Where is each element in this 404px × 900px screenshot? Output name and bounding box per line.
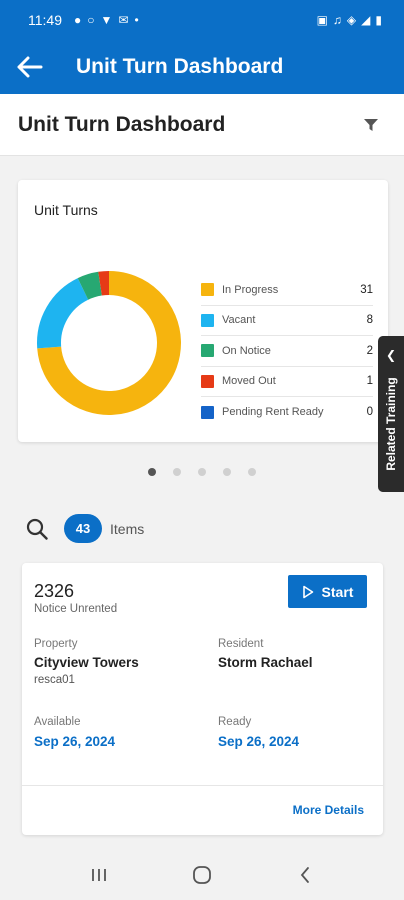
donut-slice-moved-out [98,271,110,296]
nfc-icon: ▣ [316,13,328,27]
legend-label: In Progress [222,283,279,296]
status-bar: 11:49 ● ○ ▼ ✉ • ▣ ♫ ◈ ◢ ▮ [0,0,404,40]
property-label: Property [34,638,78,650]
available-label: Available [34,716,81,728]
home-button[interactable] [182,855,222,895]
legend-swatch [201,374,214,388]
related-training-tab[interactable]: ❮ Related Training [378,336,404,492]
ready-date: Sep 26, 2024 [218,734,300,749]
notification-icon: ○ [87,13,95,27]
legend-value: 1 [366,375,373,388]
pager-dot[interactable] [248,468,256,476]
property-code: resca01 [34,674,75,686]
unit-turns-chart-card[interactable]: Unit Turns In Progress 31 Vacant 8 On Notice… [18,180,388,442]
system-icons: ▣ ♫ ◈ ◢ ▮ [317,13,382,27]
legend-row-moved-out: Moved Out 1 [201,367,373,397]
related-training-label: Related Training [384,377,398,471]
status-time: 11:49 [28,12,62,28]
app-title: Unit Turn Dashboard [76,55,284,78]
pager-dot[interactable] [198,468,206,476]
legend-label: Vacant [222,314,256,327]
chevron-left-icon: ❮ [385,348,397,362]
signal-icon: ◢ [361,13,371,27]
legend-swatch [201,344,214,358]
page-header: Unit Turn Dashboard [0,94,404,156]
chart-title: Unit Turns [34,202,98,218]
legend-value: 2 [366,344,373,357]
property-value: Cityview Towers [34,655,139,670]
card-divider [22,785,383,786]
notification-icon: ▼ [100,13,113,27]
resident-value: Storm Rachael [218,655,313,670]
search-icon [26,518,48,540]
legend-swatch [201,283,214,297]
legend-value: 31 [360,283,373,296]
available-date: Sep 26, 2024 [34,734,116,749]
legend-swatch [201,405,214,419]
filter-button[interactable] [356,110,386,140]
legend-row-on-notice: On Notice 2 [201,336,373,367]
more-notifications-icon: • [134,13,139,27]
legend-label: Pending Rent Ready [222,406,324,419]
legend-label: On Notice [222,344,271,357]
wifi-icon: ◈ [346,13,357,27]
play-icon [302,585,313,598]
chevron-left-icon [300,867,309,883]
back-button[interactable] [0,40,60,94]
legend-value: 0 [366,406,373,419]
more-details-link[interactable]: More Details [292,803,364,817]
start-button-label: Start [321,583,354,600]
donut-slice-on-notice [77,271,103,300]
ready-label: Ready [218,716,252,728]
home-icon [193,866,211,884]
search-button[interactable] [24,516,50,542]
battery-icon: ▮ [375,13,382,27]
filter-icon [364,118,378,131]
unit-number: 2326 [34,581,75,601]
mute-icon: ♫ [332,13,342,27]
legend-label: Moved Out [222,375,276,388]
app-bar: Unit Turn Dashboard [0,40,404,94]
pager-dot[interactable] [223,468,231,476]
page-title: Unit Turn Dashboard [18,112,226,136]
system-nav-bar [0,850,404,900]
donut-chart [37,271,181,415]
items-count-badge: 43 [64,514,102,543]
legend-swatch [201,313,214,327]
notification-icon: ● [74,13,82,27]
recent-apps-button[interactable] [79,855,119,895]
mail-icon: ✉ [118,13,129,27]
resident-label: Resident [218,638,264,650]
back-arrow-icon [17,56,43,78]
legend-row-pending-rent-ready: Pending Rent Ready 0 [201,397,373,428]
legend-value: 8 [366,314,373,327]
recent-apps-icon [92,869,107,881]
items-label: Items [110,520,145,537]
list-toolbar: 43 Items [24,514,144,543]
unit-card[interactable]: 2326 Notice Unrented Start Property City… [22,563,383,835]
system-back-button[interactable] [285,855,325,895]
chart-legend: In Progress 31 Vacant 8 On Notice 2 Moved Out 1… [201,275,373,428]
donut-slice-in-progress [37,271,181,415]
legend-row-in-progress: In Progress 31 [201,275,373,306]
pager-dot[interactable] [148,468,156,476]
start-button[interactable]: Start [288,575,367,608]
notification-icons: ● ○ ▼ ✉ • [74,13,139,27]
unit-status: Notice Unrented [34,603,118,615]
donut-slice-vacant [37,278,89,349]
legend-row-vacant: Vacant 8 [201,306,373,336]
pager-dot[interactable] [173,468,181,476]
carousel-pager [148,468,256,476]
